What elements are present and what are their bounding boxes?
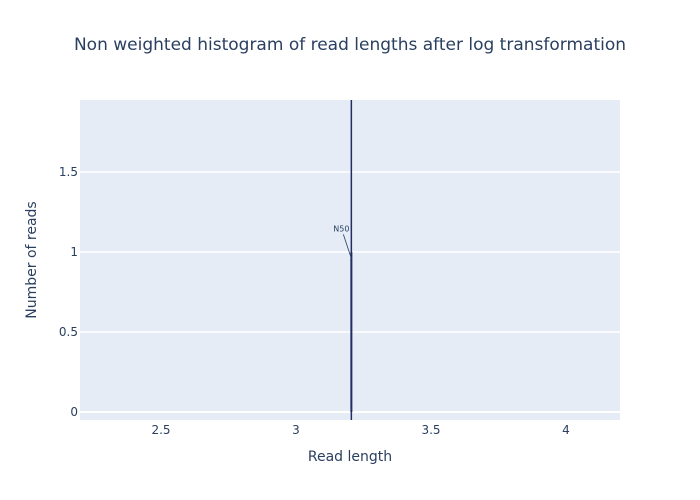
grid-lines <box>80 171 620 413</box>
y-tick-labels: 0 0.5 1 1.5 <box>59 165 78 419</box>
y-tick-label-3: 1.5 <box>59 165 78 179</box>
annotation-arrow-0 <box>342 234 352 259</box>
y-tick-label-0: 0 <box>70 405 78 419</box>
annotation-label-0: N50 <box>333 224 349 233</box>
x-tick-label-0: 2.5 <box>151 423 170 437</box>
x-tick-label-2: 3.5 <box>421 423 440 437</box>
y-tick-label-2: 1 <box>70 245 78 259</box>
x-axis-title: Read length <box>308 449 392 465</box>
x-tick-labels: 2.5 3 3.5 4 <box>151 423 569 437</box>
x-tick-label-1: 3 <box>292 423 300 437</box>
y-axis-title: Number of reads <box>24 201 40 318</box>
y-tick-label-1: 0.5 <box>59 325 78 339</box>
chart-title: Non weighted histogram of read lengths a… <box>74 35 626 55</box>
plot-area <box>80 100 620 420</box>
annotations: N50 <box>333 224 352 259</box>
x-tick-label-3: 4 <box>562 423 570 437</box>
